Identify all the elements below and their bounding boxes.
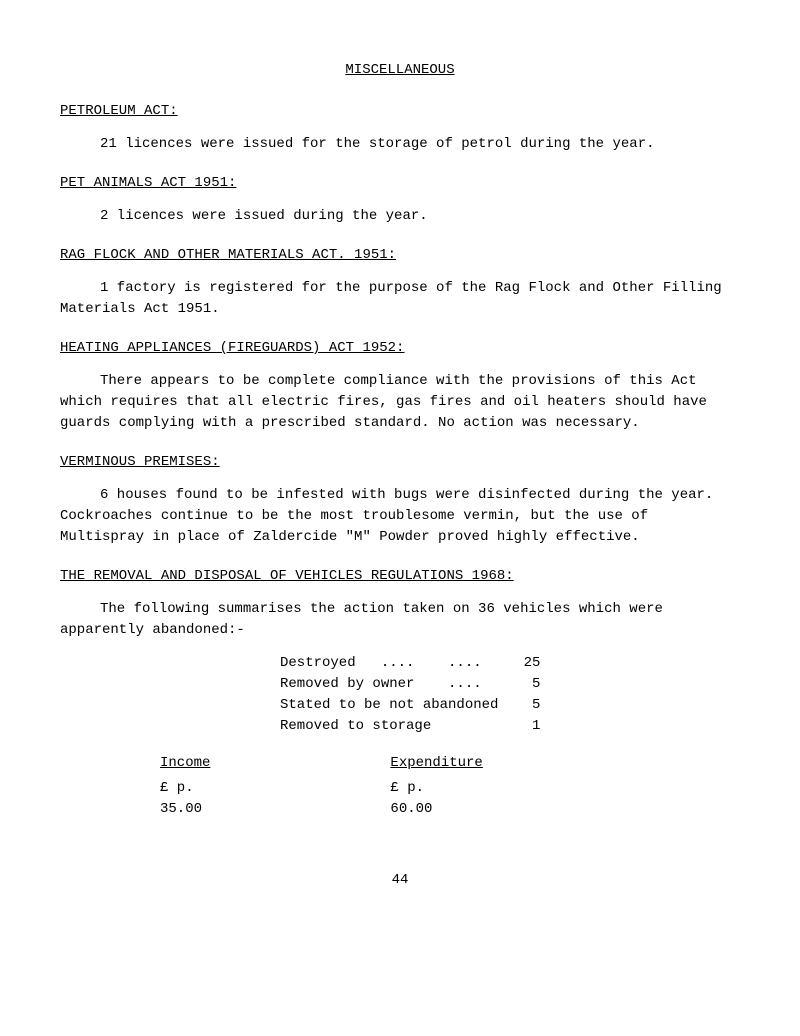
page-number: 44: [60, 870, 740, 891]
verminous-para: 6 houses found to be infested with bugs …: [60, 485, 740, 548]
page-title: MISCELLANEOUS: [60, 60, 740, 81]
heating-para: There appears to be complete compliance …: [60, 371, 740, 434]
rag-flock-para: 1 factory is registered for the purpose …: [60, 278, 740, 320]
heating-heading: HEATING APPLIANCES (FIREGUARDS) ACT 1952…: [60, 338, 740, 359]
expenditure-heading: Expenditure: [390, 753, 482, 774]
income-col: Income £ p. 35.00: [160, 753, 210, 820]
expenditure-col: Expenditure £ p. 60.00: [390, 753, 482, 820]
income-line: £ p.: [160, 778, 210, 799]
removal-heading: THE REMOVAL AND DISPOSAL OF VEHICLES REG…: [60, 566, 740, 587]
removal-para: The following summarises the action take…: [60, 599, 740, 641]
expenditure-value: 60.00: [390, 799, 482, 820]
income-heading: Income: [160, 753, 210, 774]
income-expenditure: Income £ p. 35.00 Expenditure £ p. 60.00: [160, 753, 740, 820]
verminous-heading: VERMINOUS PREMISES:: [60, 452, 740, 473]
expenditure-line: £ p.: [390, 778, 482, 799]
list-row: Removed by owner .... 5: [280, 674, 740, 695]
pet-animals-heading: PET ANIMALS ACT 1951:: [60, 173, 740, 194]
action-list: Destroyed .... .... 25 Removed by owner …: [280, 653, 740, 737]
petroleum-heading: PETROLEUM ACT:: [60, 101, 740, 122]
list-row: Destroyed .... .... 25: [280, 653, 740, 674]
pet-animals-para: 2 licences were issued during the year.: [60, 206, 740, 227]
petroleum-para: 21 licences were issued for the storage …: [60, 134, 740, 155]
list-row: Removed to storage 1: [280, 716, 740, 737]
income-value: 35.00: [160, 799, 210, 820]
rag-flock-heading: RAG FLOCK AND OTHER MATERIALS ACT. 1951:: [60, 245, 740, 266]
list-row: Stated to be not abandoned 5: [280, 695, 740, 716]
